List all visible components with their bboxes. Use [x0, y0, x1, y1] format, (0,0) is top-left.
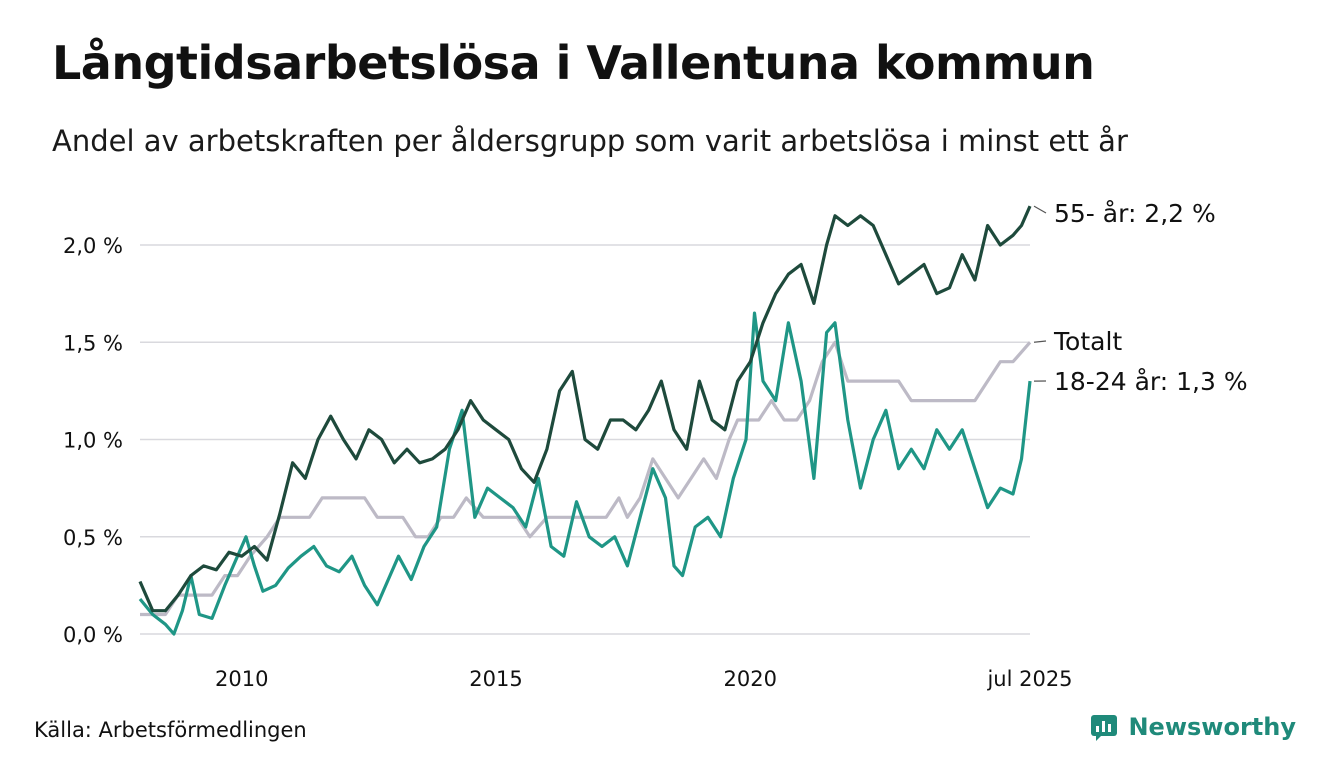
y-axis: 0,0 % 0,5 % 1,0 % 1,5 % 2,0 % — [63, 234, 123, 647]
series-lines — [138, 205, 1032, 636]
y-tick-label: 0,5 % — [63, 526, 123, 550]
chart-title: Långtidsarbetslösa i Vallentuna kommun — [52, 36, 1095, 90]
series-line-55-r — [138, 205, 1032, 613]
end-label-connector — [1033, 205, 1047, 214]
series-end-label: 55- år: 2,2 % — [1054, 199, 1216, 228]
y-tick-label: 1,5 % — [63, 331, 123, 355]
series-line-totalt — [140, 340, 1032, 617]
brand-logo: Newsworthy — [1090, 713, 1296, 741]
end-label-connector — [1033, 340, 1047, 343]
y-tick-label: 1,0 % — [63, 429, 123, 453]
series-line-18-24-r — [138, 311, 1032, 636]
newsworthy-logo-icon — [1091, 715, 1118, 741]
chart-subtitle: Andel av arbetskraften per åldersgrupp s… — [52, 124, 1128, 158]
line-chart: 0,0 % 0,5 % 1,0 % 1,5 % 2,0 % 2010 2015 2020 ju… — [63, 199, 1248, 691]
series-end-labels: Totalt 18-24 år: 1,3 % 55- år: 2,2 % — [1033, 199, 1248, 396]
y-tick-label: 0,0 % — [63, 623, 123, 647]
x-axis: 2010 2015 2020 jul 2025 — [215, 667, 1073, 691]
brand-name: Newsworthy — [1128, 713, 1296, 741]
x-tick-label: 2020 — [724, 667, 777, 691]
y-tick-label: 2,0 % — [63, 234, 123, 258]
x-tick-label: 2010 — [215, 667, 268, 691]
x-tick-label: jul 2025 — [986, 667, 1072, 691]
series-end-label: Totalt — [1053, 327, 1122, 356]
x-tick-label: 2015 — [469, 667, 522, 691]
source-note: Källa: Arbetsförmedlingen — [34, 718, 307, 742]
series-end-label: 18-24 år: 1,3 % — [1054, 367, 1248, 396]
